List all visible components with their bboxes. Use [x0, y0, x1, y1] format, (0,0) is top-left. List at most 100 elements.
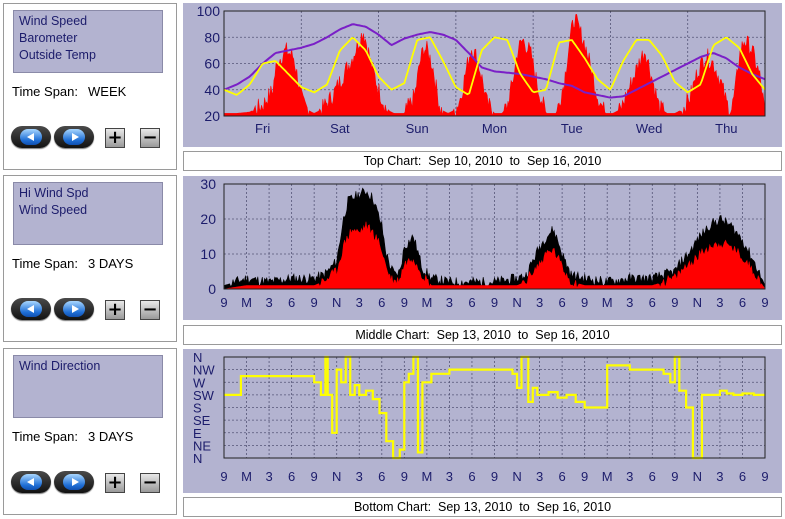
x-tick-label: 6	[378, 469, 385, 484]
x-tick-label: 3	[626, 469, 633, 484]
zoom-in-button[interactable]: +	[105, 128, 125, 148]
bottom-chart: N NW W SW S SE E NE N 9 M 3 6 9 N 3 6 9 M 3 6 9 N 3 6 9 M 3 6 9 N 3 6 9	[183, 349, 782, 493]
legend-item-barometer: Barometer	[19, 31, 78, 45]
zoom-out-button[interactable]: −	[140, 473, 160, 493]
y-tick-label: 20	[200, 211, 216, 227]
middle-chart: 0 10 20 30 9 M 3 6 9 N 3 6 9 M 3 6 9 N 3 6 9 M 3 6 9 N 3 6 9	[183, 176, 782, 320]
x-tick-label: 6	[288, 469, 295, 484]
next-period-button[interactable]	[54, 298, 94, 320]
previous-period-button[interactable]	[11, 126, 51, 148]
x-tick-label: 9	[401, 469, 408, 484]
x-tick-label: 6	[649, 295, 656, 310]
x-tick-label: 3	[265, 295, 272, 310]
x-tick-label: 9	[671, 469, 678, 484]
x-tick-label: M	[602, 469, 613, 484]
middle-chart-controls-panel: Hi Wind Spd Wind Speed Time Span: 3 DAYS …	[3, 175, 177, 342]
arrow-left-icon	[20, 301, 42, 317]
zoom-out-button[interactable]: −	[140, 300, 160, 320]
x-tick-label: 6	[649, 469, 656, 484]
x-tick-label: 3	[626, 295, 633, 310]
x-tick-label: 9	[761, 295, 768, 310]
y-tick-label: 10	[200, 246, 216, 262]
x-tick-label: 6	[739, 469, 746, 484]
y-tick-label: 60	[204, 56, 220, 72]
y-tick-label: W	[193, 375, 206, 390]
x-tick-label: 9	[491, 469, 498, 484]
x-tick-label: 9	[761, 469, 768, 484]
zoom-out-button[interactable]: −	[140, 128, 160, 148]
x-tick-label: N	[693, 295, 702, 310]
y-tick-label: N	[193, 350, 202, 365]
bottom-chart-controls-panel: Wind Direction Time Span: 3 DAYS + −	[3, 348, 177, 515]
y-tick-label: E	[193, 426, 202, 441]
top-chart-legend: Wind Speed Barometer Outside Temp	[13, 10, 163, 73]
time-span-value: WEEK	[88, 84, 127, 99]
y-tick-label: NW	[193, 363, 215, 378]
next-period-button[interactable]	[54, 471, 94, 493]
y-tick-label: N	[193, 451, 202, 466]
x-tick-label: 3	[716, 469, 723, 484]
arrow-left-icon	[20, 129, 42, 145]
previous-period-button[interactable]	[11, 298, 51, 320]
x-tick-label: 9	[220, 469, 227, 484]
x-tick-label: 6	[468, 469, 475, 484]
x-tick-label: M	[602, 295, 613, 310]
y-tick-label: 0	[208, 281, 216, 297]
arrow-right-icon	[63, 129, 85, 145]
x-tick-label: 6	[559, 469, 566, 484]
x-tick-label: 6	[378, 295, 385, 310]
legend-item-wind-direction: Wind Direction	[19, 359, 101, 373]
x-tick-label: 9	[401, 295, 408, 310]
plot-border	[223, 183, 766, 290]
time-span-readout: Time Span: 3 DAYS	[12, 256, 133, 271]
bottom-chart-legend: Wind Direction	[13, 355, 163, 418]
arrow-left-icon	[20, 474, 42, 490]
x-tick-label: 3	[356, 295, 363, 310]
time-span-value: 3 DAYS	[88, 256, 134, 271]
x-tick-label: 3	[716, 295, 723, 310]
time-span-label: Time Span:	[12, 256, 78, 271]
series-wind-direction	[224, 355, 765, 460]
series-wind-speed	[223, 14, 766, 117]
x-tick-label: N	[512, 295, 521, 310]
arrow-right-icon	[63, 301, 85, 317]
series-barometer	[223, 23, 766, 99]
time-span-readout: Time Span: 3 DAYS	[12, 429, 133, 444]
x-tick-label: 3	[356, 469, 363, 484]
zoom-in-button[interactable]: +	[105, 300, 125, 320]
y-tick-label: S	[193, 401, 202, 416]
next-period-button[interactable]	[54, 126, 94, 148]
x-tick-label: 6	[288, 295, 295, 310]
x-tick-label: 9	[581, 469, 588, 484]
x-tick-label: 6	[468, 295, 475, 310]
x-tick-label: N	[693, 469, 702, 484]
legend-item-hi-wind-spd: Hi Wind Spd	[19, 186, 89, 200]
x-tick-label: N	[332, 295, 341, 310]
y-tick-label: SW	[193, 388, 215, 403]
legend-item-wind-speed: Wind Speed	[19, 203, 88, 217]
x-tick-label: 3	[446, 295, 453, 310]
arrow-right-icon	[63, 474, 85, 490]
plot-border	[223, 10, 766, 117]
y-tick-label: 20	[204, 108, 220, 124]
x-tick-label: 9	[491, 295, 498, 310]
x-tick-label: M	[421, 295, 432, 310]
x-tick-label: 3	[446, 469, 453, 484]
previous-period-button[interactable]	[11, 471, 51, 493]
legend-item-wind-speed: Wind Speed	[19, 14, 88, 28]
x-tick-label-sun: Sun	[406, 121, 429, 136]
plot-border	[223, 356, 766, 459]
y-tick-label: NE	[193, 438, 211, 453]
zoom-in-button[interactable]: +	[105, 473, 125, 493]
y-tick-label: 100	[197, 3, 221, 19]
x-tick-label: 3	[536, 295, 543, 310]
legend-item-outside-temp: Outside Temp	[19, 48, 96, 62]
y-tick-label: 80	[204, 29, 220, 45]
x-tick-label: N	[512, 469, 521, 484]
x-tick-label: 9	[581, 295, 588, 310]
x-tick-label: 9	[311, 295, 318, 310]
middle-chart-legend: Hi Wind Spd Wind Speed	[13, 182, 163, 245]
top-chart-caption: Top Chart: Sep 10, 2010 to Sep 16, 2010	[183, 151, 782, 171]
series-wind-speed	[223, 221, 766, 290]
